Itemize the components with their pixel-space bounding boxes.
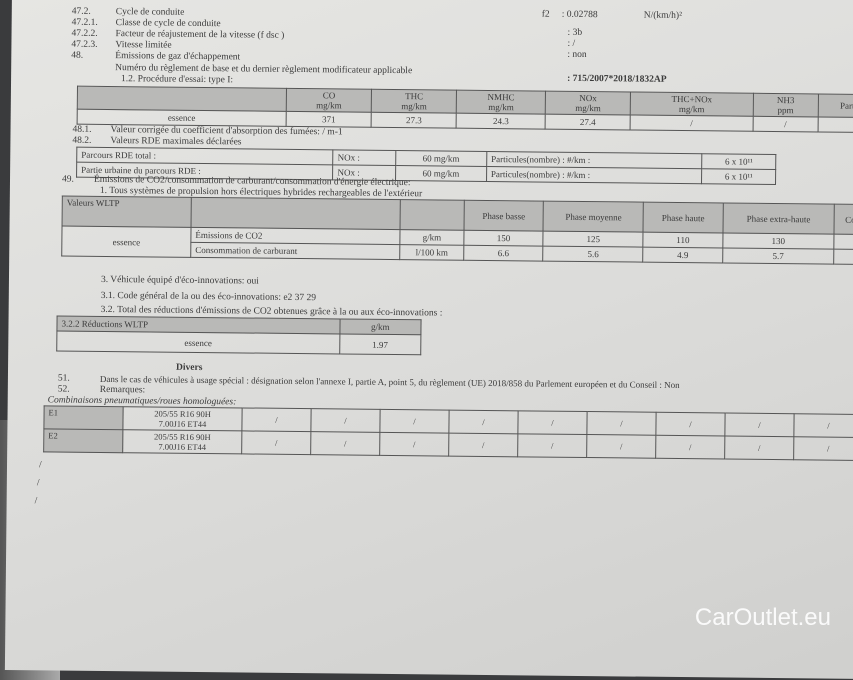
item-num: 48.2. xyxy=(72,135,92,146)
item-num: 47.2.3. xyxy=(71,39,98,50)
f2-value: : 0.02788 xyxy=(561,9,598,21)
regulation-value: : 715/2007*2018/1832AP xyxy=(567,73,667,85)
item-num: 48. xyxy=(71,50,84,61)
eco-code: 3.1. Code général de la ou des éco-innov… xyxy=(100,290,317,304)
tyres-table: E1 205/55 R16 90H 7.00J16 ET44 // / / / / / / / … xyxy=(43,405,853,461)
item-num: 47.2.2. xyxy=(71,28,98,39)
item-num: 47.2.1. xyxy=(71,17,98,28)
slash-mark: / xyxy=(38,460,42,471)
item-label: Facteur de réajustement de la vitesse (f… xyxy=(115,29,285,41)
item-num: 52. xyxy=(57,384,70,395)
watermark-logo: CarOutlet.eu xyxy=(694,604,831,631)
item-label: Dans le cas de véhicules à usage spécial… xyxy=(99,373,680,391)
section-title: Divers xyxy=(176,362,203,374)
f2-label: f2 xyxy=(541,9,550,20)
item-value: : non xyxy=(567,49,587,61)
slash-mark: / xyxy=(34,496,38,507)
item-num: 49. xyxy=(61,174,74,185)
wltp-table: Valeurs WLTP Phase basse Phase moyenne Pha… xyxy=(61,196,853,265)
item-num: 51. xyxy=(57,373,70,384)
eco-table: 3.2.2 Réductions WLTP g/km essence 1.97 xyxy=(56,315,422,355)
item-value: : 3b xyxy=(567,27,583,38)
item-value: : / xyxy=(567,38,576,49)
item-num: 48.1. xyxy=(72,124,92,135)
item-label: Émissions de gaz d'échappement xyxy=(115,51,241,63)
item-label: Remarques: xyxy=(99,384,146,396)
document-page: f2 : 0.02788 N/(km/h)² 47.2. Cycle de co… xyxy=(4,0,853,680)
procedure-label: 1.2. Procédure d'essai: type I: xyxy=(121,74,234,86)
eco-innovation: 3. Véhicule équipé d'éco-innovations: ou… xyxy=(100,274,259,287)
item-label: Classe de cycle de conduite xyxy=(115,18,221,30)
slash-mark: / xyxy=(36,478,40,489)
item-num: 47.2. xyxy=(71,6,91,17)
item-label: Valeurs RDE maximales déclarées xyxy=(110,136,242,148)
item-label: Cycle de conduite xyxy=(115,7,185,18)
table-row: essence 1.97 xyxy=(56,330,421,355)
item-label: Vitesse limitée xyxy=(115,40,172,51)
f2-unit: N/(km/h)² xyxy=(643,10,683,22)
